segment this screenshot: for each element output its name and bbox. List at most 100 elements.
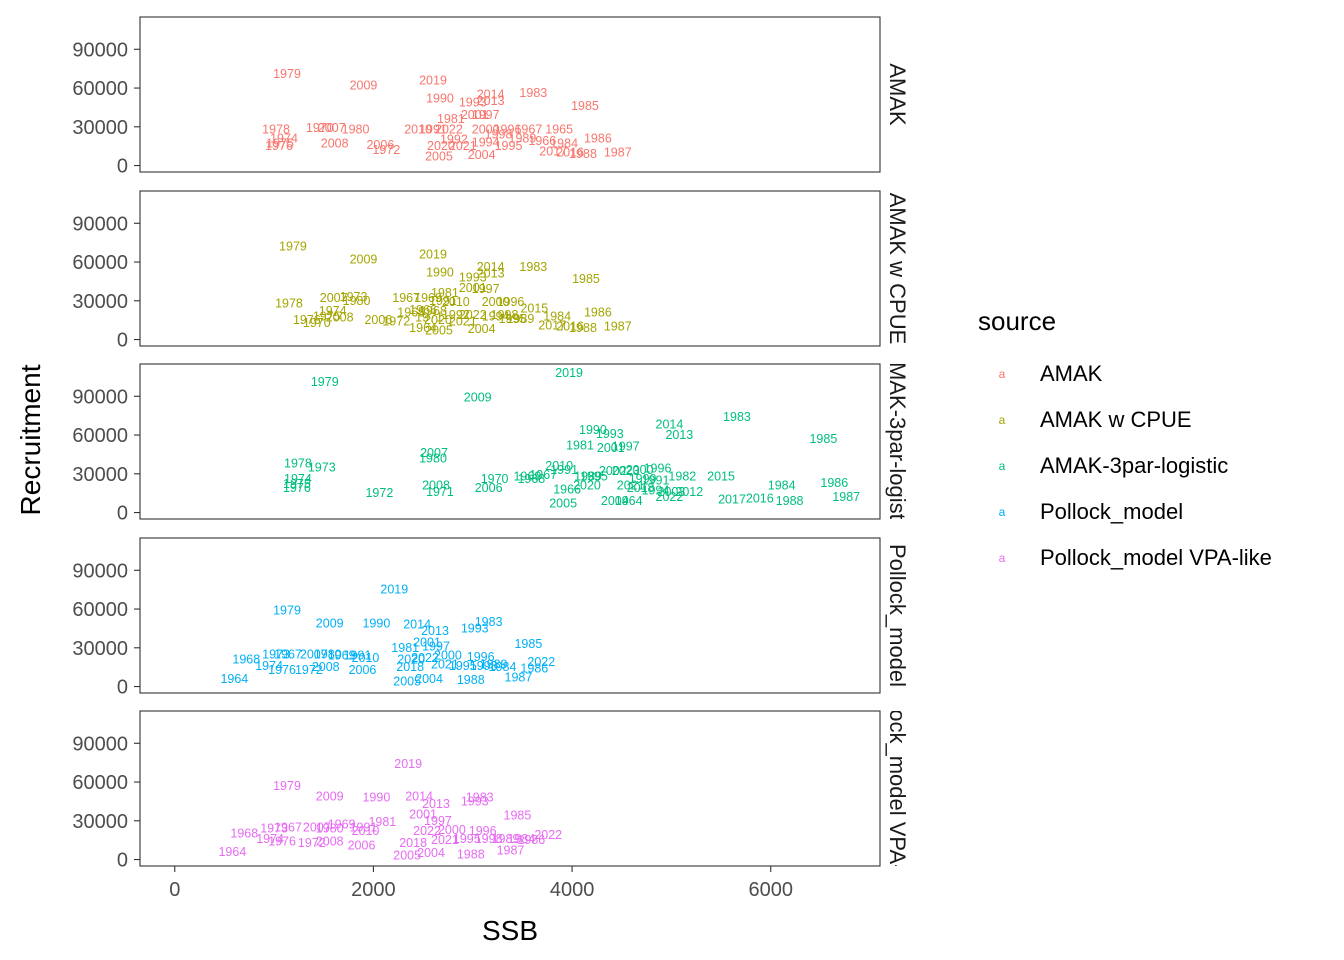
data-point-label: 2022 — [534, 828, 562, 842]
data-point-label: 1974 — [255, 659, 283, 673]
data-point-label: 1996 — [467, 650, 495, 664]
data-point-label: 1979 — [279, 240, 307, 254]
facet-strip: AMAK-3par-logistic — [885, 364, 910, 519]
data-point-label: 2022 — [435, 122, 463, 136]
y-tick-label: 90000 — [72, 733, 128, 755]
data-point-label: 2018 — [627, 481, 655, 495]
data-point-label: 1972 — [382, 314, 410, 328]
data-point-label: 2005 — [393, 849, 421, 863]
data-point-label: 1987 — [505, 671, 533, 685]
data-point-label: 2004 — [468, 322, 496, 336]
legend-entry-label: Pollock_model VPA-like — [1040, 545, 1272, 570]
data-point-label: 1980 — [343, 294, 371, 308]
data-point-label: 1993 — [461, 794, 489, 808]
data-point-label: 2006 — [364, 313, 392, 327]
data-point-label: 2021 — [449, 139, 477, 153]
data-point-label: 1988 — [569, 147, 597, 161]
y-tick-label: 90000 — [72, 213, 128, 235]
data-point-label: 1975 — [266, 137, 294, 151]
data-point-label: 1978 — [262, 122, 290, 136]
data-point-label: 1981 — [391, 641, 419, 655]
y-tick-label: 30000 — [72, 291, 128, 313]
data-point-label: 2017 — [538, 318, 566, 332]
x-tick-label: 6000 — [748, 879, 793, 901]
legend-key-glyph: a — [999, 413, 1006, 427]
data-point-label: 1995 — [449, 659, 477, 673]
data-point-label: 2021 — [449, 314, 477, 328]
data-point-label: 1988 — [457, 673, 485, 687]
data-point-label: 2022 — [411, 651, 439, 665]
data-point-label: 2010 — [442, 295, 470, 309]
x-tick-label: 4000 — [550, 879, 595, 901]
data-point-label: 2007 — [303, 820, 331, 834]
data-point-label: 1996 — [644, 462, 672, 476]
data-point-label: 2008 — [316, 834, 344, 848]
data-point-label: 1967 — [529, 468, 557, 482]
data-point-label: 1971 — [415, 311, 443, 325]
data-point-label: 1986 — [517, 833, 545, 847]
data-point-label: 2007 — [320, 291, 348, 305]
data-point-label: 1965 — [545, 122, 573, 136]
data-point-label: 1967 — [514, 122, 542, 136]
data-point-label: 1969 — [513, 469, 541, 483]
data-point-label: 1988 — [457, 847, 485, 861]
data-point-label: 1973 — [262, 647, 290, 661]
data-point-label: 2022 — [413, 824, 441, 838]
data-point-label: 1985 — [809, 432, 837, 446]
data-point-label: 2016 — [556, 146, 584, 160]
data-point-label: 2014 — [477, 260, 505, 274]
data-point-label: 2000 — [482, 295, 510, 309]
facet-panel: 0 30000 60000 90000 AMAK-3par-logistic 1979 20… — [72, 363, 910, 525]
data-point-label: 2020 — [424, 313, 452, 327]
data-point-label: 2007 — [318, 121, 346, 135]
data-point-label: 2013 — [422, 797, 450, 811]
legend-key-glyph: a — [999, 367, 1006, 381]
x-tick-label: 0 — [169, 879, 180, 901]
data-point-label: 2000 — [472, 122, 500, 136]
data-point-label: 1973 — [308, 460, 336, 474]
data-point-label: 1969 — [328, 649, 356, 663]
data-point-label: 1976 — [283, 481, 311, 495]
data-point-label: 2006 — [475, 481, 503, 495]
data-point-label: 2004 — [468, 148, 496, 162]
y-axis-title: Recruitment — [15, 364, 46, 515]
data-point-label: 1997 — [612, 440, 640, 454]
data-point-label: 2004 — [415, 672, 443, 686]
data-point-label: 2009 — [350, 78, 378, 92]
data-point-label: 1964 — [409, 321, 437, 335]
legend-key-glyph: a — [999, 505, 1006, 519]
data-point-label: 1974 — [284, 472, 312, 486]
data-point-label: 1974 — [256, 832, 284, 846]
data-point-label: 1994 — [472, 135, 500, 149]
data-point-label: 2015 — [707, 469, 735, 483]
data-point-label: 2016 — [746, 491, 774, 505]
data-point-label: 1974 — [319, 304, 347, 318]
y-tick-label: 90000 — [72, 39, 128, 61]
data-point-label: 1995 — [453, 832, 481, 846]
data-point-label: 2020 — [397, 652, 425, 666]
data-point-label: 1984 — [768, 478, 796, 492]
data-point-label: 1996 — [497, 295, 525, 309]
data-point-label: 2014 — [405, 789, 433, 803]
data-point-label: 1984 — [508, 832, 536, 846]
data-point-label: 1989 — [509, 131, 537, 145]
data-point-label: 1975 — [313, 309, 341, 323]
data-point-label: 1991 — [429, 294, 457, 308]
data-point-label: 1981 — [566, 438, 594, 452]
data-point-label: 1997 — [424, 814, 452, 828]
x-axis-title: SSB — [482, 915, 538, 946]
panel-frame — [139, 537, 881, 694]
data-point-label: 1976 — [293, 313, 321, 327]
data-point-label: 1980 — [316, 822, 344, 836]
data-point-label: 2006 — [366, 138, 394, 152]
x-tick-label: 2000 — [351, 879, 396, 901]
data-point-label: 1991 — [642, 473, 670, 487]
data-point-label: 1965 — [397, 305, 425, 319]
data-point-label: 2019 — [419, 73, 447, 87]
data-point-label: 1966 — [409, 303, 437, 317]
data-point-label: 1983 — [519, 86, 547, 100]
data-point-label: 2018 — [399, 836, 427, 850]
legend: source a AMAK a AMAK w CPUE a AMAK-3par-logis… — [978, 306, 1272, 570]
data-point-label: 1991 — [350, 820, 378, 834]
